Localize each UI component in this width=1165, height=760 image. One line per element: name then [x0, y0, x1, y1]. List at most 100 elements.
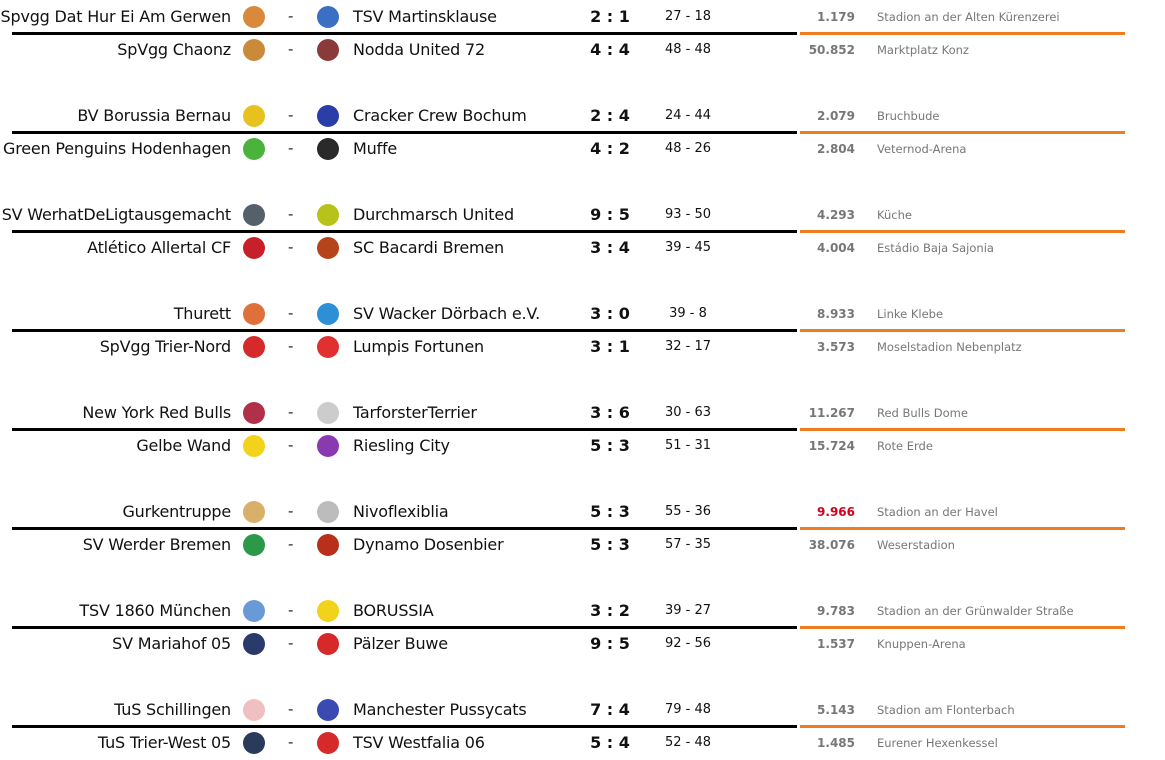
match-row[interactable]: New York Red Bulls - TarforsterTerrier 3 : … [0, 398, 1165, 428]
versus-dash: - [288, 238, 294, 256]
match-score: 3 : 4 [590, 238, 630, 257]
away-team-name[interactable]: BORUSSIA [353, 601, 434, 620]
versus-dash: - [288, 403, 294, 421]
match-score: 5 : 3 [590, 502, 630, 521]
venue-name: Linke Klebe [877, 307, 944, 321]
home-team-name[interactable]: Gurkentruppe [122, 502, 231, 521]
away-team-name[interactable]: SV Wacker Dörbach e.V. [353, 304, 540, 323]
home-team-name[interactable]: SpVgg Chaonz [117, 40, 231, 59]
match-row[interactable]: Atlético Allertal CF - SC Bacardi Bremen 3 … [0, 233, 1165, 263]
away-team-name[interactable]: TSV Westfalia 06 [353, 733, 485, 752]
away-team-logo-icon [317, 633, 339, 655]
versus-dash: - [288, 700, 294, 718]
venue-name: Stadion am Flonterbach [877, 703, 1015, 717]
away-team-logo-icon [317, 732, 339, 754]
attendance: 4.293 [817, 208, 855, 222]
away-team-name[interactable]: Nodda United 72 [353, 40, 485, 59]
match-points: 32 - 17 [664, 339, 712, 354]
home-team-logo-icon [243, 534, 265, 556]
attendance: 11.267 [808, 406, 855, 420]
match-row[interactable]: TuS Schillingen - Manchester Pussycats 7 : … [0, 695, 1165, 725]
away-team-name[interactable]: Durchmarsch United [353, 205, 514, 224]
versus-dash: - [288, 205, 294, 223]
home-team-name[interactable]: Spvgg Dat Hur Ei Am Gerwen [0, 7, 232, 26]
home-team-name[interactable]: Thurett [173, 304, 231, 323]
home-team-name[interactable]: Green Penguins Hodenhagen [3, 139, 231, 158]
away-team-name[interactable]: Muffe [353, 139, 398, 158]
divider-line [12, 131, 797, 134]
match-row[interactable]: Gelbe Wand - Riesling City 5 : 3 51 - 31 15.7… [0, 431, 1165, 461]
divider-line [12, 725, 797, 728]
divider-line-accent [800, 626, 1125, 629]
away-team-name[interactable]: Nivoflexiblia [353, 502, 449, 521]
away-team-name[interactable]: TSV Martinsklause [353, 7, 497, 26]
versus-dash: - [288, 337, 294, 355]
match-points: 52 - 48 [664, 735, 712, 750]
match-row[interactable]: SV WerhatDeLigtausgemacht - Durchmarsch Un… [0, 200, 1165, 230]
away-team-name[interactable]: Lumpis Fortunen [353, 337, 484, 356]
home-team-name[interactable]: SV Werder Bremen [82, 535, 231, 554]
away-team-logo-icon [317, 501, 339, 523]
home-team-name[interactable]: SV WerhatDeLigtausgemacht [1, 205, 231, 224]
away-team-name[interactable]: TarforsterTerrier [353, 403, 477, 422]
home-team-name[interactable]: New York Red Bulls [82, 403, 231, 422]
home-team-name[interactable]: Gelbe Wand [136, 436, 231, 455]
home-team-name[interactable]: TuS Schillingen [114, 700, 231, 719]
match-score: 5 : 4 [590, 733, 630, 752]
away-team-name[interactable]: Pälzer Buwe [353, 634, 448, 653]
home-team-logo-icon [243, 138, 265, 160]
away-team-name[interactable]: Riesling City [353, 436, 450, 455]
match-row[interactable]: SV Mariahof 05 - Pälzer Buwe 9 : 5 92 - 56 1.… [0, 629, 1165, 659]
match-points: 92 - 56 [664, 636, 712, 651]
match-row[interactable]: Thurett - SV Wacker Dörbach e.V. 3 : 0 39 - … [0, 299, 1165, 329]
match-points: 27 - 18 [664, 9, 712, 24]
divider-line [12, 230, 797, 233]
match-score: 3 : 2 [590, 601, 630, 620]
home-team-logo-icon [243, 402, 265, 424]
home-team-name[interactable]: TSV 1860 München [79, 601, 231, 620]
away-team-name[interactable]: SC Bacardi Bremen [353, 238, 504, 257]
home-team-name[interactable]: Atlético Allertal CF [87, 238, 231, 257]
attendance: 15.724 [808, 439, 855, 453]
away-team-name[interactable]: Dynamo Dosenbier [353, 535, 504, 554]
match-points: 24 - 44 [664, 108, 712, 123]
divider-line-accent [800, 527, 1125, 530]
match-score: 2 : 4 [590, 106, 630, 125]
home-team-logo-icon [243, 39, 265, 61]
divider-line-accent [800, 32, 1125, 35]
divider-line-accent [800, 131, 1125, 134]
home-team-logo-icon [243, 336, 265, 358]
match-row[interactable]: SpVgg Chaonz - Nodda United 72 4 : 4 48 - 48… [0, 35, 1165, 65]
match-row[interactable]: Green Penguins Hodenhagen - Muffe 4 : 2 48 -… [0, 134, 1165, 164]
venue-name: Weserstadion [877, 538, 955, 552]
match-points: 39 - 27 [664, 603, 712, 618]
match-row[interactable]: TuS Trier-West 05 - TSV Westfalia 06 5 : 4 5… [0, 728, 1165, 758]
match-score: 7 : 4 [590, 700, 630, 719]
match-row[interactable]: Gurkentruppe - Nivoflexiblia 5 : 3 55 - 36 9.… [0, 497, 1165, 527]
home-team-name[interactable]: SpVgg Trier-Nord [99, 337, 231, 356]
match-score: 3 : 1 [590, 337, 630, 356]
match-score: 4 : 2 [590, 139, 630, 158]
venue-name: Küche [877, 208, 912, 222]
venue-name: Moselstadion Nebenplatz [877, 340, 1022, 354]
match-row[interactable]: BV Borussia Bernau - Cracker Crew Bochum 2 … [0, 101, 1165, 131]
away-team-name[interactable]: Manchester Pussycats [353, 700, 527, 719]
match-score: 3 : 0 [590, 304, 630, 323]
home-team-name[interactable]: TuS Trier-West 05 [97, 733, 231, 752]
match-row[interactable]: TSV 1860 München - BORUSSIA 3 : 2 39 - 27 9.7… [0, 596, 1165, 626]
match-points: 30 - 63 [664, 405, 712, 420]
home-team-name[interactable]: SV Mariahof 05 [112, 634, 231, 653]
away-team-logo-icon [317, 105, 339, 127]
away-team-logo-icon [317, 39, 339, 61]
match-score: 2 : 1 [590, 7, 630, 26]
venue-name: Stadion an der Grünwalder Straße [877, 604, 1074, 618]
away-team-name[interactable]: Cracker Crew Bochum [353, 106, 527, 125]
away-team-logo-icon [317, 600, 339, 622]
match-row[interactable]: SpVgg Trier-Nord - Lumpis Fortunen 3 : 1 32 … [0, 332, 1165, 362]
versus-dash: - [288, 502, 294, 520]
venue-name: Stadion an der Alten Kürenzerei [877, 10, 1060, 24]
home-team-name[interactable]: BV Borussia Bernau [77, 106, 231, 125]
match-row[interactable]: SV Werder Bremen - Dynamo Dosenbier 5 : 3 57… [0, 530, 1165, 560]
match-row[interactable]: Spvgg Dat Hur Ei Am Gerwen - TSV Martinskl… [0, 2, 1165, 32]
attendance: 50.852 [808, 43, 855, 57]
